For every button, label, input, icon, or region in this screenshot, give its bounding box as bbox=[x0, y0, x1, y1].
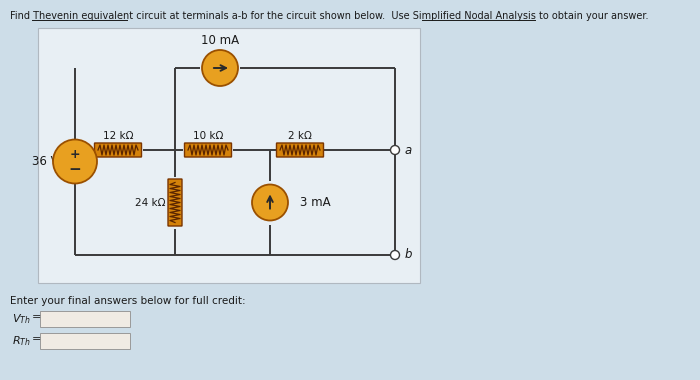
Text: 10 kΩ: 10 kΩ bbox=[193, 131, 223, 141]
Text: b: b bbox=[405, 249, 412, 261]
FancyBboxPatch shape bbox=[94, 143, 141, 157]
Text: 12 kΩ: 12 kΩ bbox=[103, 131, 133, 141]
Text: +: + bbox=[70, 148, 80, 161]
Circle shape bbox=[53, 139, 97, 184]
Circle shape bbox=[252, 185, 288, 220]
Text: Find Thevenin equivalent circuit at terminals a-b for the circuit shown below.  : Find Thevenin equivalent circuit at term… bbox=[10, 11, 648, 21]
Text: =: = bbox=[32, 312, 41, 322]
Text: −: − bbox=[69, 162, 81, 177]
Text: 10 mA: 10 mA bbox=[201, 35, 239, 48]
FancyBboxPatch shape bbox=[40, 311, 130, 327]
FancyBboxPatch shape bbox=[276, 143, 323, 157]
Text: 36 V: 36 V bbox=[32, 155, 58, 168]
Text: $V_{Th}$: $V_{Th}$ bbox=[12, 312, 31, 326]
FancyBboxPatch shape bbox=[40, 333, 130, 349]
FancyBboxPatch shape bbox=[185, 143, 232, 157]
Text: =: = bbox=[32, 334, 41, 344]
Text: Enter your final answers below for full credit:: Enter your final answers below for full … bbox=[10, 296, 246, 306]
Text: a: a bbox=[405, 144, 412, 157]
Circle shape bbox=[202, 50, 238, 86]
Text: 24 kΩ: 24 kΩ bbox=[134, 198, 165, 207]
Circle shape bbox=[391, 250, 400, 260]
Circle shape bbox=[391, 146, 400, 155]
FancyBboxPatch shape bbox=[168, 179, 182, 226]
FancyBboxPatch shape bbox=[38, 28, 420, 283]
Text: $R_{Th}$: $R_{Th}$ bbox=[12, 334, 31, 348]
Text: 3 mA: 3 mA bbox=[300, 196, 330, 209]
Text: 2 kΩ: 2 kΩ bbox=[288, 131, 312, 141]
